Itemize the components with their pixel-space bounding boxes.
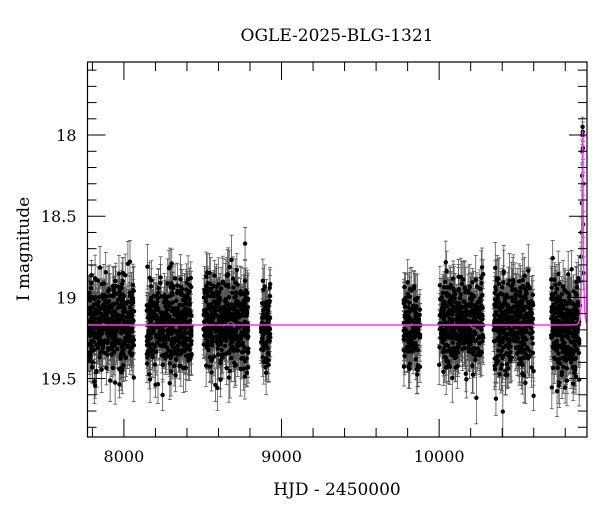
y-axis-label: I magnitude xyxy=(14,197,34,301)
data-layer xyxy=(87,116,587,437)
chart-title: OGLE-2025-BLG-1321 xyxy=(241,26,434,46)
x-axis-label: HJD - 2450000 xyxy=(273,480,401,500)
